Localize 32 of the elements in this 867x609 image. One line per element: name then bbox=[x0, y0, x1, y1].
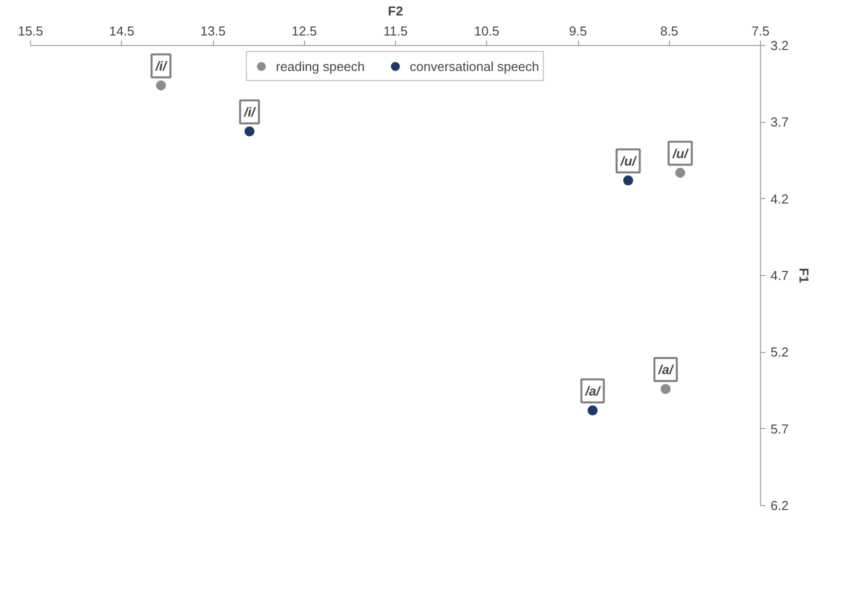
y-axis-title: F1 bbox=[796, 268, 812, 284]
point bbox=[156, 80, 166, 90]
x-tick-label: 8.5 bbox=[660, 24, 678, 38]
point bbox=[660, 384, 671, 394]
y-tick-label: 4.7 bbox=[770, 268, 789, 283]
y-tick-label: 5.7 bbox=[770, 421, 789, 436]
y-tick-label: 5.2 bbox=[770, 344, 789, 360]
annotation: /i/ bbox=[243, 104, 256, 120]
legend-label: conversational speech bbox=[410, 58, 540, 74]
x-tick-label: 15.5 bbox=[18, 24, 44, 38]
x-tick-label: 10.5 bbox=[474, 24, 500, 38]
x-tick-label: 13.5 bbox=[200, 24, 226, 38]
x-tick-label: 11.5 bbox=[383, 24, 408, 38]
legend-label: reading speech bbox=[276, 58, 365, 74]
y-tick-label: 4.2 bbox=[770, 191, 789, 206]
annotation: /u/ bbox=[672, 146, 690, 161]
annotation: /a/ bbox=[584, 383, 602, 398]
y-tick-label: 3.2 bbox=[770, 38, 789, 53]
x-axis-title: F2 bbox=[388, 4, 404, 18]
annotation: /i/ bbox=[154, 58, 168, 74]
point bbox=[244, 126, 254, 136]
point bbox=[623, 175, 634, 186]
point bbox=[675, 168, 686, 178]
x-tick-label: 9.5 bbox=[568, 24, 588, 38]
y-tick-label: 3.7 bbox=[770, 114, 789, 130]
x-tick-label: 7.5 bbox=[751, 24, 770, 38]
point bbox=[588, 405, 598, 416]
annotation: /a/ bbox=[657, 362, 674, 377]
x-tick-label: 14.5 bbox=[109, 24, 134, 38]
y-tick-label: 6.2 bbox=[770, 498, 789, 513]
annotation: /u/ bbox=[620, 153, 638, 168]
x-tick-label: 12.5 bbox=[292, 24, 317, 38]
